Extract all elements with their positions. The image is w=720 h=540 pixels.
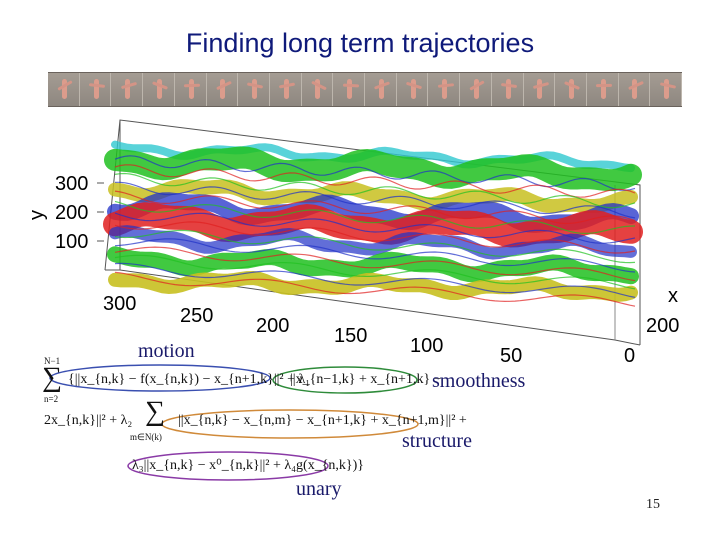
dancer-figure (410, 79, 416, 99)
dancer-figure (442, 79, 448, 99)
page-number: 15 (646, 497, 660, 512)
trajectory-plot: y 300 200 100 300 250 200 150 100 50 0 x 200 (26, 119, 679, 367)
unary-label: unary (296, 478, 342, 500)
filmstrip-frame (79, 73, 112, 106)
trajectory-bands (103, 140, 643, 307)
trajectory-line (114, 190, 636, 225)
y-tick-label: 300 (55, 173, 88, 195)
filmstrip-frame (333, 73, 366, 106)
x-tick-label: 250 (180, 305, 213, 327)
trajectory-line (114, 212, 636, 244)
dancer-figure (632, 79, 638, 99)
slide-title: Finding long term trajectories (185, 28, 535, 58)
x-axis-ticks: 300 250 200 150 100 50 0 (103, 293, 635, 367)
filmstrip-frame (491, 73, 524, 106)
filmstrip-frame (428, 73, 461, 106)
dancer-figure (61, 79, 67, 99)
filmstrip-frame (206, 73, 239, 106)
eq-line2-start: 2x_{n,k}||² + λ₂ (44, 413, 133, 428)
motion-ellipse (49, 364, 271, 392)
t-axis-tick: 200 (646, 315, 679, 337)
x-tick-label: 0 (624, 345, 635, 367)
filmstrip-frame (301, 73, 334, 106)
dancer-figure (283, 79, 289, 99)
equation-ellipses (49, 364, 419, 481)
trajectory-band (108, 270, 638, 302)
dancer-figure (315, 79, 321, 99)
x-tick-label: 150 (334, 325, 367, 347)
filmstrip-frame (48, 73, 80, 106)
x-tick-label: 100 (410, 335, 443, 357)
y-tick-label: 100 (55, 231, 88, 253)
structure-ellipse (161, 409, 419, 439)
dancer-figure (93, 79, 99, 99)
eq-motion-term: {||x_{n,k} − f(x_{n,k}) − x_{n+1,k}||² +… (68, 372, 311, 387)
dancer-figure (600, 79, 606, 99)
trajectory-line (114, 262, 636, 298)
trajectory-line (114, 271, 636, 307)
smoothness-label: smoothness (432, 370, 526, 392)
dancer-figure (125, 79, 131, 99)
dancer-arm (183, 83, 201, 88)
filmstrip-frame (650, 73, 683, 106)
eq-unary-term: λ₃||x_{n,k} − x⁰_{n,k}||² + λ₄g(x_{n,k})… (132, 458, 365, 473)
unary-ellipse (127, 451, 329, 481)
dancer-figure (252, 79, 258, 99)
dancer-figure (664, 79, 670, 99)
smoothness-ellipse (272, 366, 418, 394)
filmstrip-frame (523, 73, 556, 106)
sum2-sigma: ∑ (145, 396, 165, 427)
structure-label: structure (402, 430, 472, 452)
dancer-figure (537, 79, 543, 99)
dancer-figure (188, 79, 194, 99)
y-axis-label: y (26, 210, 48, 220)
trajectory-line (115, 181, 636, 219)
dancer-figure (473, 79, 479, 99)
sum1-lower: n=2 (44, 394, 59, 404)
filmstrip-frame (460, 73, 492, 106)
x-axis-label: x (668, 285, 678, 307)
dancer-figure (378, 79, 384, 99)
filmstrip-frame (111, 73, 144, 106)
dancer-figure (347, 79, 353, 99)
filmstrip-frame (269, 73, 302, 106)
filmstrip-frame (174, 73, 207, 106)
trajectory-line (114, 246, 636, 282)
trajectory-line (114, 238, 636, 273)
filmstrip-frame (555, 73, 587, 106)
y-tick-label: 200 (55, 202, 88, 224)
trajectory-band (103, 202, 643, 248)
filmstrip-frame (586, 73, 619, 106)
eq-structure-term: ||x_{n,k} − x_{n,m} − x_{n+1,k} + x_{n+1… (178, 413, 467, 428)
trajectory-line (114, 229, 636, 264)
dancer-figure (505, 79, 511, 99)
dancer-figure (569, 79, 575, 99)
trajectory-line (114, 221, 636, 254)
sum1-sigma: ∑ (42, 362, 62, 393)
eq-smoothness-term: ||x_{n−1,k} + x_{n+1,k} − (290, 372, 442, 387)
trajectory-line (114, 172, 636, 209)
motion-label: motion (138, 340, 195, 362)
trajectory-line (114, 254, 636, 290)
trajectory-line (114, 200, 636, 235)
trajectory-band (104, 146, 642, 192)
filmstrip-frame (143, 73, 175, 106)
dancer-figure (220, 79, 226, 99)
filmstrip-frame (238, 73, 270, 106)
filmstrip-frame (396, 73, 429, 106)
y-axis-ticks: 300 200 100 (55, 173, 104, 253)
x-tick-label: 200 (256, 315, 289, 337)
sum2-lower: m∈N(k) (130, 432, 162, 442)
video-filmstrip (48, 72, 683, 107)
dancer-arm (596, 83, 613, 88)
trajectory-band (107, 246, 639, 285)
x-tick-label: 50 (500, 345, 522, 367)
filmstrip-frame (365, 73, 397, 106)
x-tick-label: 300 (103, 293, 136, 315)
trajectory-line (114, 164, 636, 198)
dancer-figure (156, 79, 162, 99)
dancer-arm (342, 83, 359, 88)
filmstrip-frame (618, 73, 651, 106)
sum1-upper: N−1 (44, 356, 61, 366)
